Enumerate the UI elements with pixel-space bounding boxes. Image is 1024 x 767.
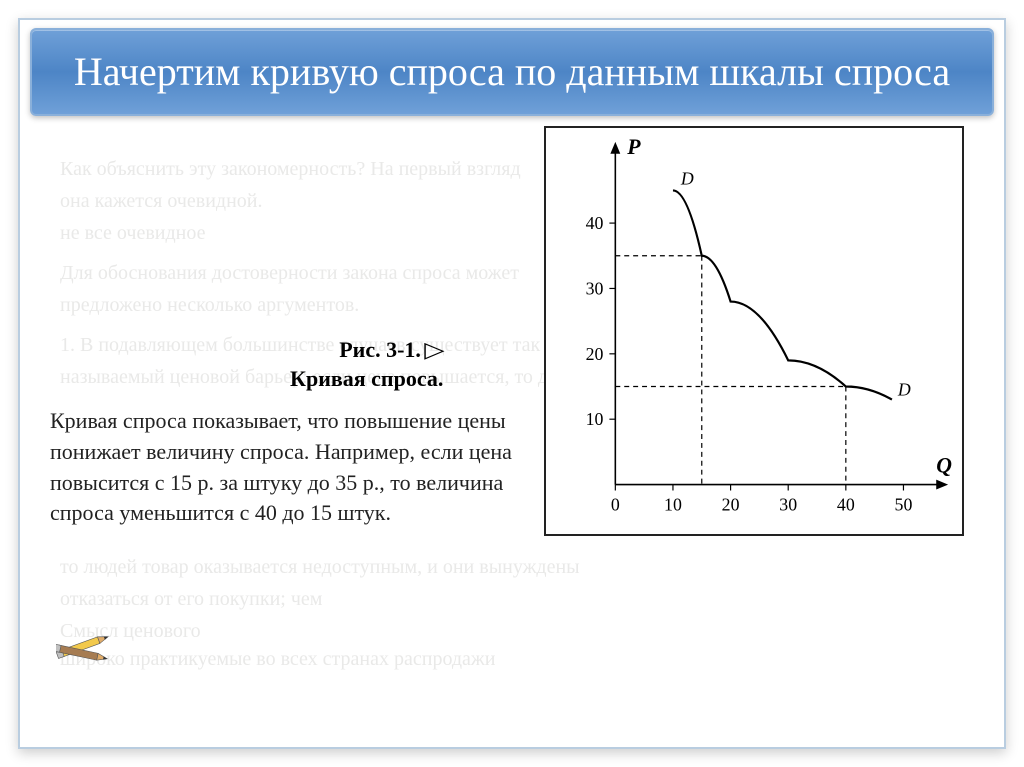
pencils-icon bbox=[56, 625, 118, 667]
chart-svg: P Q 0 10 20 30 40 50 10 20 30 40 D D bbox=[546, 128, 962, 534]
figure-title: Кривая спроса. bbox=[290, 365, 443, 394]
demand-curve-chart: P Q 0 10 20 30 40 50 10 20 30 40 D D bbox=[544, 126, 964, 536]
svg-text:D: D bbox=[897, 380, 911, 400]
ghost-line: она кажется очевидной. bbox=[60, 186, 263, 216]
ghost-line: предложено несколько аргументов. bbox=[60, 290, 359, 320]
ghost-line: Как объяснить эту закономерность? На пер… bbox=[60, 154, 521, 184]
svg-text:30: 30 bbox=[586, 278, 604, 298]
title-bar: Начертим кривую спроса по данным шкалы с… bbox=[30, 28, 994, 116]
figure-caption-block: Рис. 3-1. ▷ Кривая спроса. bbox=[290, 336, 443, 393]
slide-title: Начертим кривую спроса по данным шкалы с… bbox=[56, 48, 968, 96]
figure-caption-text: Кривая спроса показывает, что повышение … bbox=[50, 406, 530, 529]
svg-text:D: D bbox=[680, 168, 694, 188]
svg-text:20: 20 bbox=[586, 344, 604, 364]
svg-text:40: 40 bbox=[837, 494, 855, 514]
svg-text:0: 0 bbox=[611, 494, 620, 514]
figure-number: Рис. 3-1. bbox=[339, 337, 421, 362]
ghost-line: широко практикуемые во всех странах расп… bbox=[60, 644, 495, 674]
ghost-line: не все очевидное bbox=[60, 218, 205, 248]
svg-text:Q: Q bbox=[936, 454, 952, 478]
svg-text:10: 10 bbox=[586, 409, 604, 429]
svg-text:50: 50 bbox=[895, 494, 913, 514]
slide-frame: Начертим кривую спроса по данным шкалы с… bbox=[18, 18, 1006, 749]
svg-text:P: P bbox=[626, 135, 641, 159]
svg-text:40: 40 bbox=[586, 213, 604, 233]
ghost-line: отказаться от его покупки; чем bbox=[60, 584, 322, 614]
svg-text:20: 20 bbox=[722, 494, 740, 514]
triangle-icon: ▷ bbox=[425, 336, 445, 365]
ghost-line: Для обоснования достоверности закона спр… bbox=[60, 258, 519, 288]
ghost-line: то людей товар оказывается недоступным, … bbox=[60, 552, 580, 582]
svg-text:10: 10 bbox=[664, 494, 682, 514]
content-area: Как объяснить эту закономерность? На пер… bbox=[20, 116, 1004, 693]
svg-text:30: 30 bbox=[779, 494, 797, 514]
